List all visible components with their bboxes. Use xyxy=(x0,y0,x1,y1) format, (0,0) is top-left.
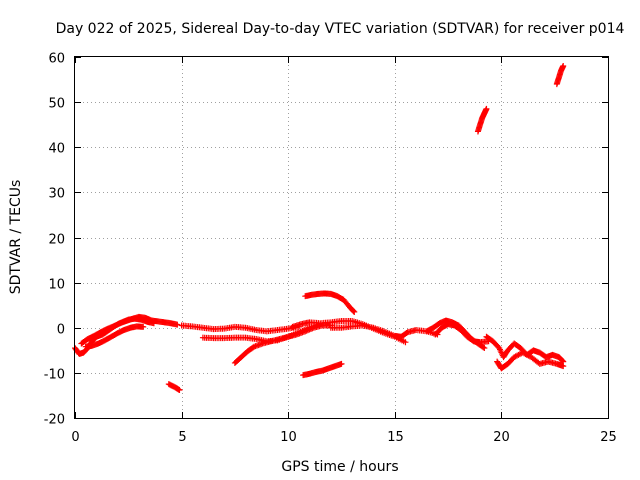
y-tick-label: 20 xyxy=(48,233,65,248)
y-tick-label: 50 xyxy=(48,97,65,112)
ticks-layer: 0 5 10 15 20 25 -20 -10 0 10 20 30 40 50 60 xyxy=(44,52,617,446)
x-tick-label: 15 xyxy=(387,430,404,445)
y-tick-label: -20 xyxy=(44,413,65,428)
data-point xyxy=(483,105,490,112)
chart-title: Day 022 of 2025, Sidereal Day-to-day VTE… xyxy=(56,21,625,37)
x-tick-label: 0 xyxy=(71,430,79,445)
y-tick-label: 30 xyxy=(48,187,65,202)
series-track-short-neg xyxy=(165,381,183,394)
plot-frame xyxy=(74,56,609,419)
x-tick-label: 20 xyxy=(493,430,510,445)
data-point xyxy=(338,360,345,367)
data-point xyxy=(560,63,567,70)
x-tick-label: 25 xyxy=(600,430,617,445)
y-axis-label: SDTVAR / TECUs xyxy=(8,180,24,295)
series-track-mid-hump xyxy=(302,290,358,315)
y-tick-label: 10 xyxy=(48,278,65,293)
series-track-main-upper xyxy=(78,313,181,347)
series-track-afternoon-2 xyxy=(432,321,492,346)
series-track-high-2 xyxy=(553,63,567,88)
y-tick-label: 0 xyxy=(57,323,65,338)
series-track-noon-wave xyxy=(327,322,441,340)
series-track-late-scatter xyxy=(483,333,567,365)
y-tick-label: 40 xyxy=(48,142,65,157)
grid-layer xyxy=(75,57,608,418)
data-point xyxy=(140,323,147,330)
x-axis-label: GPS time / hours xyxy=(281,459,398,475)
data-point xyxy=(481,345,488,352)
data-point xyxy=(351,308,358,315)
y-tick-label: 60 xyxy=(48,52,65,67)
marks-layer xyxy=(72,63,567,394)
x-tick-label: 10 xyxy=(280,430,297,445)
data-point xyxy=(480,344,487,351)
data-point xyxy=(560,363,567,370)
series-track-mid-flat xyxy=(178,322,302,335)
data-point xyxy=(350,308,357,315)
x-tick-label: 5 xyxy=(178,430,186,445)
series-track-early-dip xyxy=(82,323,147,350)
data-point xyxy=(176,387,183,394)
series-track-high-1 xyxy=(474,105,490,135)
data-point xyxy=(402,339,409,346)
series-track-mid-neg xyxy=(300,360,345,379)
data-point xyxy=(174,321,181,328)
series-track-late-lower xyxy=(494,349,567,372)
y-tick-label: -10 xyxy=(44,368,65,383)
